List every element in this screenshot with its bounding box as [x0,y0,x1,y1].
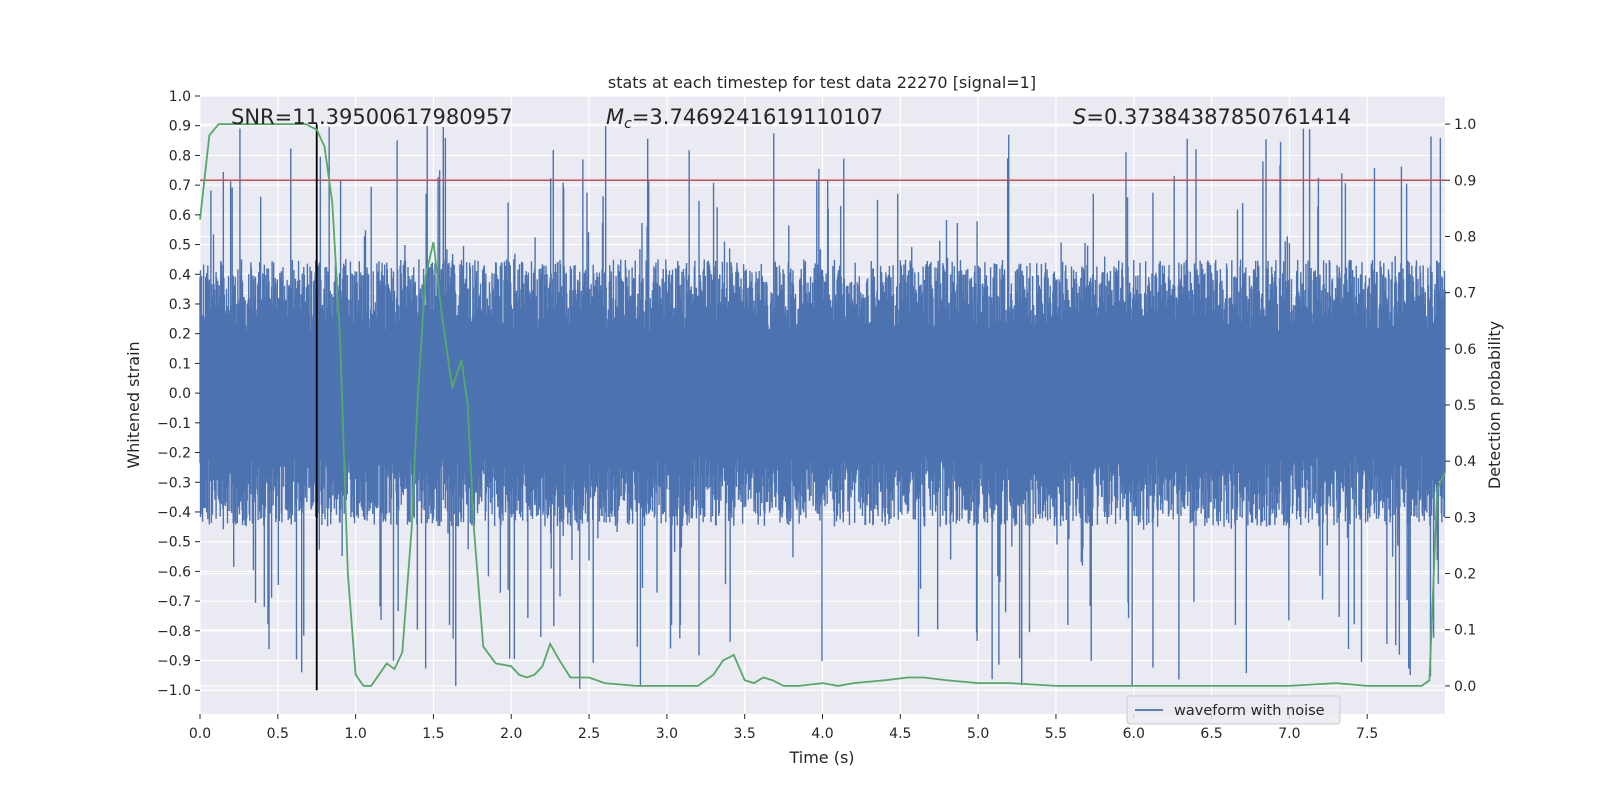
y2-tick-label-0: 1.0 [1454,117,1476,133]
x-axis-label: Time (s) [788,748,854,767]
y-axis-label: Whitened strain [124,341,143,468]
s-annotation: S=0.37384387850761414 [1073,105,1351,129]
x-tick-label-12: 6.0 [1123,726,1145,742]
y-tick-label-9: 0.1 [169,356,191,372]
x-tick-label-14: 7.0 [1278,726,1300,742]
x-tick-label-0: 0.0 [189,726,211,742]
detection-probability-series [199,123,1446,687]
x-tick-label-13: 6.5 [1200,726,1222,742]
y-tick-label-8: 0.2 [169,327,191,343]
y2-tick-label-4: 0.6 [1454,342,1476,358]
y-tick-label-17: −0.7 [157,594,191,610]
y-tick-label-19: −0.9 [157,654,191,670]
y-tick-label-10: 0.0 [169,386,191,402]
y2-tick-label-9: 0.1 [1454,623,1476,639]
y2-tick-label-3: 0.7 [1454,286,1476,302]
snr-annotation: SNR=11.39500617980957 [231,105,513,129]
y-tick-label-16: −0.6 [157,564,191,580]
y-tick-label-1: 0.9 [169,119,191,135]
y-tick-label-4: 0.6 [169,208,191,224]
chirp-mass-symbol: M [606,105,624,129]
y-tick-label-14: −0.4 [157,505,191,521]
y-tick-label-13: −0.3 [157,475,191,491]
x-tick-label-8: 4.0 [811,726,833,742]
y-tick-label-2: 0.8 [169,148,191,164]
legend-label-waveform: waveform with noise [1174,703,1325,719]
y2-tick-label-7: 0.3 [1454,510,1476,526]
x-tick-label-15: 7.5 [1356,726,1378,742]
x-tick-label-9: 4.5 [889,726,911,742]
y-tick-label-18: −0.8 [157,624,191,640]
x-tick-label-4: 2.0 [500,726,522,742]
x-tick-label-7: 3.5 [734,726,756,742]
y2-tick-label-6: 0.4 [1454,454,1476,470]
y2-axis-ticks: 1.0 0.9 0.8 0.7 0.6 0.5 0.4 0.3 0.2 0.1 0.0 [1445,117,1476,695]
y-tick-label-5: 0.5 [169,238,191,254]
y-tick-label-11: −0.1 [157,416,191,432]
y-tick-label-0: 1.0 [169,89,191,105]
y-tick-label-7: 0.3 [169,297,191,313]
x-tick-label-11: 5.5 [1045,726,1067,742]
y-tick-label-3: 0.7 [169,178,191,194]
chirp-mass-subscript: c [624,116,632,132]
y-tick-label-15: −0.5 [157,535,191,551]
y-tick-label-6: 0.4 [169,267,191,283]
s-value: =0.37384387850761414 [1086,105,1351,129]
chirp-mass-annotation: Mc=3.7469241619110107 [606,105,883,132]
legend-box [1126,695,1341,725]
legend: waveform with noise [1126,695,1341,725]
y-tick-label-12: −0.2 [157,446,191,462]
y2-tick-label-2: 0.8 [1454,229,1476,245]
s-symbol: S [1073,105,1086,129]
x-tick-label-5: 2.5 [578,726,600,742]
y2-tick-label-5: 0.5 [1454,398,1476,414]
y-axis-ticks: 1.0 0.9 0.8 0.7 0.6 0.5 0.4 0.3 0.2 0.1 0.0 −0.1 −0.… [157,89,200,699]
x-tick-label-10: 5.0 [967,726,989,742]
chart-title: stats at each timestep for test data 222… [608,73,1036,92]
y2-tick-label-10: 0.0 [1454,679,1476,695]
x-tick-label-6: 3.0 [656,726,678,742]
x-tick-label-2: 1.0 [344,726,366,742]
waveform-noise-path [199,126,1446,689]
x-tick-label-1: 0.5 [267,726,289,742]
waveform-with-noise-series [199,126,1446,689]
y2-tick-label-8: 0.2 [1454,567,1476,583]
y2-axis-label: Detection probability [1485,321,1504,489]
y-tick-label-20: −1.0 [157,683,191,699]
y2-tick-label-1: 0.9 [1454,173,1476,189]
x-tick-label-3: 1.5 [422,726,444,742]
x-axis-ticks: 0.0 0.5 1.0 1.5 2.0 2.5 3.0 3.5 4.0 4.5 5.0 5.5 6.0 6… [189,714,1378,742]
chirp-mass-value: =3.7469241619110107 [632,105,883,129]
